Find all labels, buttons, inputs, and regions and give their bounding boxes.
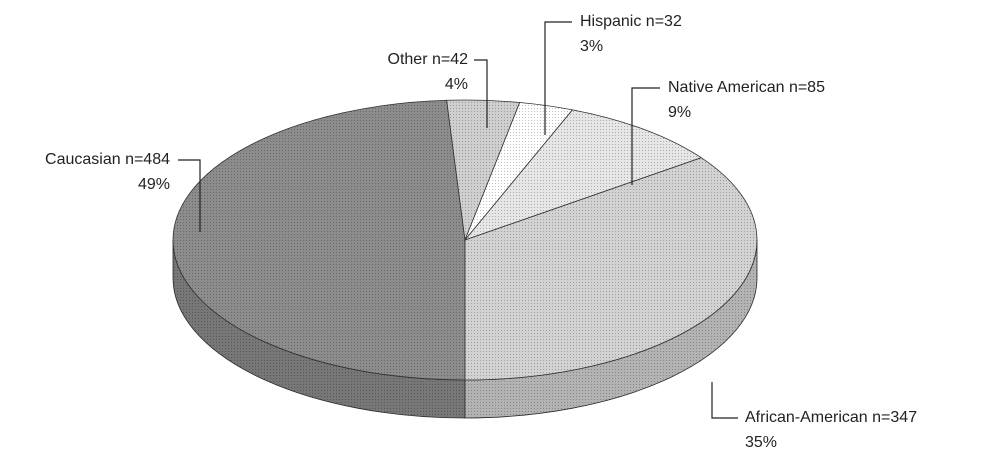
slice-label: Other n=42	[388, 51, 469, 68]
pie-slice-texture	[173, 100, 465, 381]
pie-slice-texture	[465, 109, 702, 240]
slice-label: Caucasian n=484	[45, 151, 170, 168]
slice-value-label: 9%	[668, 104, 691, 121]
pie-slice-texture	[465, 102, 573, 240]
leader-line	[711, 382, 738, 419]
leader-line	[178, 159, 201, 232]
slice-value-label: 4%	[445, 76, 468, 93]
slice-label: Native American n=85	[668, 79, 825, 96]
pie-slice-texture	[446, 100, 520, 241]
pie-side-texture	[465, 240, 757, 418]
leader-line	[544, 21, 572, 135]
pie-slice-texture	[465, 157, 757, 380]
slice-value-label: 35%	[745, 434, 777, 451]
pie-side-texture	[173, 240, 465, 418]
leader-line	[474, 59, 488, 128]
slice-value-label: 3%	[580, 38, 603, 55]
slice-label: Hispanic n=32	[580, 13, 682, 30]
leader-line	[631, 87, 660, 185]
slice-value-label: 49%	[138, 176, 170, 193]
slice-label: African-American n=347	[745, 409, 917, 426]
